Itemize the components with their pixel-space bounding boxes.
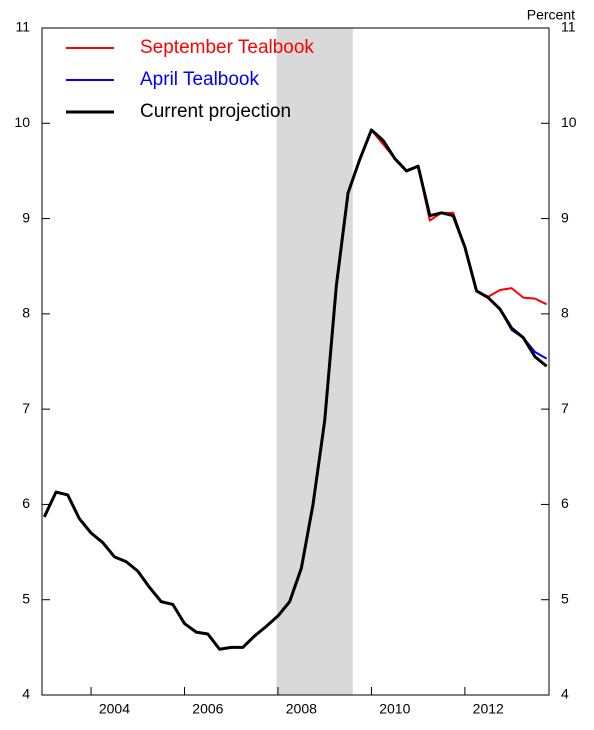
y-tick-label: 5 bbox=[22, 590, 30, 606]
x-tick-label: 2012 bbox=[473, 701, 504, 717]
x-tick-label: 2010 bbox=[379, 701, 410, 717]
y2-tick-label: 4 bbox=[561, 686, 569, 702]
y-tick-label: 11 bbox=[15, 19, 30, 35]
y-tick-label: 10 bbox=[14, 114, 30, 130]
y2-tick-label: 11 bbox=[561, 19, 576, 35]
y-unit-label: Percent bbox=[527, 7, 575, 23]
y-tick-label: 6 bbox=[22, 495, 30, 511]
y2-tick-label: 10 bbox=[561, 114, 577, 130]
x-tick-label: 2004 bbox=[99, 701, 130, 717]
y2-tick-label: 5 bbox=[561, 590, 569, 606]
y2-tick-label: 7 bbox=[561, 400, 569, 416]
y2-tick-label: 9 bbox=[561, 209, 569, 225]
legend-label: April Tealbook bbox=[140, 69, 260, 90]
y2-tick-label: 8 bbox=[561, 305, 569, 321]
y2-tick-label: 6 bbox=[561, 495, 569, 511]
series-line bbox=[42, 128, 548, 651]
y-tick-label: 9 bbox=[22, 209, 30, 225]
x-tick-label: 2006 bbox=[192, 701, 223, 717]
y-tick-label: 4 bbox=[22, 686, 30, 702]
legend-label: September Tealbook bbox=[140, 37, 314, 58]
recession-shading bbox=[276, 28, 353, 695]
y-tick-label: 8 bbox=[22, 305, 30, 321]
x-tick-label: 2008 bbox=[286, 701, 317, 717]
plot-frame bbox=[41, 27, 550, 696]
legend-label: Current projection bbox=[140, 101, 291, 122]
y-tick-label: 7 bbox=[22, 400, 30, 416]
